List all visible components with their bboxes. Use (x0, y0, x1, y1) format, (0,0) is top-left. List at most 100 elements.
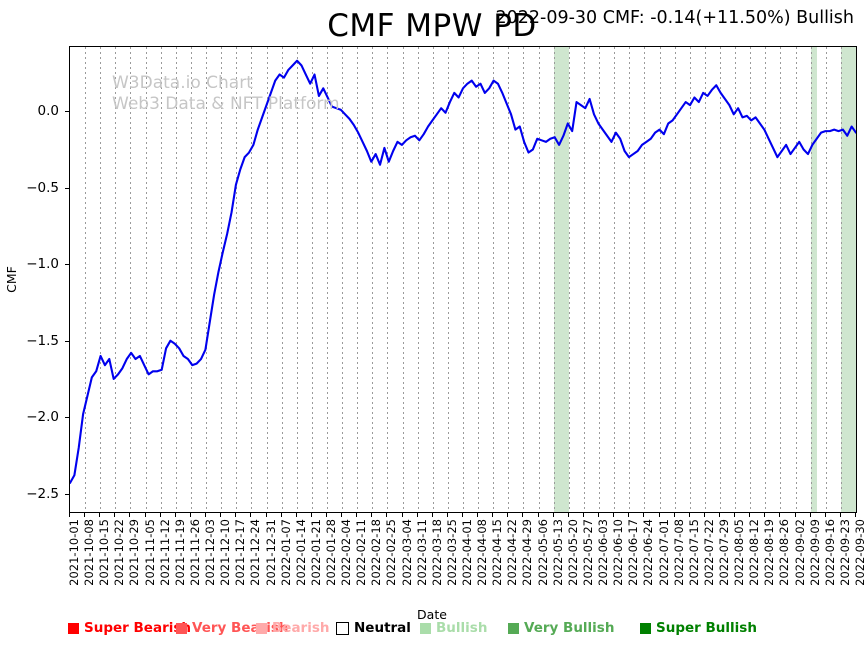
x-axis-tick-label: 2022-06-24 (641, 519, 656, 586)
y-axis-tick (65, 493, 69, 495)
x-axis-tick-label: 2022-09-16 (822, 519, 837, 586)
legend-item[interactable]: Neutral (336, 620, 411, 636)
x-axis-tick-label: 2022-09-09 (807, 519, 822, 586)
x-axis-tick-label: 2022-04-29 (520, 519, 535, 586)
legend-swatch-icon (640, 622, 651, 634)
gridline (221, 47, 223, 512)
x-axis-tick (446, 513, 448, 517)
x-axis-label: Date (417, 607, 447, 622)
x-axis-tick-label: 2021-10-08 (82, 519, 97, 586)
gridline (508, 47, 510, 512)
x-axis-tick-label: 2022-05-13 (550, 519, 565, 586)
legend: Super Bearish Very Bearish Bearish Neutral B… (0, 620, 864, 642)
gridline (765, 47, 767, 512)
x-axis-tick-label: 2022-06-03 (596, 519, 611, 586)
x-axis-tick (114, 513, 116, 517)
x-axis-tick (764, 513, 766, 517)
y-axis-tick (65, 340, 69, 342)
gridline (735, 47, 737, 512)
gridline (357, 47, 359, 512)
legend-item[interactable]: Super Bearish (68, 620, 191, 636)
x-axis-tick (492, 513, 494, 517)
gridline (251, 47, 253, 512)
x-axis-tick-label: 2022-05-27 (580, 519, 595, 586)
legend-item[interactable]: Very Bullish (508, 620, 614, 636)
x-axis-tick-label: 2022-07-15 (686, 519, 701, 586)
gridline (704, 47, 706, 512)
x-axis-tick-label: 2022-05-20 (565, 519, 580, 586)
x-axis-tick-label: 2021-10-22 (112, 519, 127, 586)
y-axis-tick (65, 111, 69, 113)
legend-item-label: Neutral (354, 620, 411, 636)
x-axis-tick (749, 513, 751, 517)
gridline (281, 47, 283, 512)
x-axis-tick-label: 2022-09-30 (853, 519, 864, 586)
x-axis-tick (235, 513, 237, 517)
x-axis-tick (371, 513, 373, 517)
x-axis-tick (809, 513, 811, 517)
x-axis-tick-label: 2022-02-25 (384, 519, 399, 586)
x-axis-tick (643, 513, 645, 517)
x-axis-tick-label: 2022-07-08 (671, 519, 686, 586)
y-axis-tick-label: −1.0 (26, 256, 59, 273)
x-axis-tick-label: 2021-12-10 (218, 519, 233, 586)
gridline (402, 47, 404, 512)
x-axis-tick (794, 513, 796, 517)
legend-swatch-icon (176, 622, 187, 634)
x-axis-tick (613, 513, 615, 517)
plot-inner: W3Data.io Chart Web3 Data & NFT Platform (70, 47, 856, 512)
x-axis-tick-label: 2021-10-01 (67, 519, 81, 586)
watermark-line-1: W3Data.io Chart (112, 73, 253, 93)
x-axis-tick (839, 513, 841, 517)
x-axis-tick (824, 513, 826, 517)
legend-item[interactable]: Bullish (420, 620, 487, 636)
x-axis-tick (552, 513, 554, 517)
cmf-line-series (70, 59, 856, 484)
gridline (795, 47, 797, 512)
gridline (236, 47, 238, 512)
x-axis-tick (688, 513, 690, 517)
x-axis-tick (431, 513, 433, 517)
gridline (583, 47, 585, 512)
x-axis-tick (477, 513, 479, 517)
x-axis-tick-label: 2022-07-22 (701, 519, 716, 586)
x-axis-tick (507, 513, 509, 517)
gridline (100, 47, 102, 512)
gridline (659, 47, 661, 512)
gridline (840, 47, 842, 512)
x-axis-tick-label: 2022-07-01 (656, 519, 671, 586)
x-axis-tick (144, 513, 146, 517)
gridline (296, 47, 298, 512)
x-axis-tick (522, 513, 524, 517)
gridline (719, 47, 721, 512)
x-axis-tick (99, 513, 101, 517)
x-axis-tick (537, 513, 539, 517)
latest-value-annotation: 2022-09-30 CMF: -0.14(+11.50%) Bullish (495, 8, 854, 28)
x-axis-tick-label: 2022-08-26 (777, 519, 792, 586)
gridline (463, 47, 464, 512)
gridline (190, 47, 192, 512)
x-axis-tick (386, 513, 388, 517)
x-axis-tick-label: 2022-03-11 (414, 519, 429, 586)
legend-item[interactable]: Bearish (256, 620, 330, 636)
x-axis-tick-label: 2022-09-02 (792, 519, 807, 586)
gridline (614, 47, 616, 512)
x-axis-tick-label: 2022-03-04 (399, 519, 414, 586)
gridline (689, 47, 691, 512)
x-axis-tick (855, 513, 856, 517)
gridline (372, 47, 374, 512)
legend-item[interactable]: Super Bullish (640, 620, 757, 636)
x-axis-tick-label: 2022-07-29 (716, 519, 731, 586)
x-axis-tick-label: 2022-01-14 (293, 519, 308, 586)
x-axis-tick-label: 2022-01-21 (308, 519, 323, 586)
gridline (417, 47, 419, 512)
x-axis: 2021-10-01 2021-10-08 2021-10-15 2021-10-22… (67, 513, 864, 613)
legend-swatch-icon (68, 622, 79, 634)
x-axis-tick-label: 2021-11-19 (172, 519, 187, 586)
x-axis-tick-label: 2022-02-11 (354, 519, 369, 586)
plot-area: W3Data.io Chart Web3 Data & NFT Platform (69, 46, 857, 513)
x-axis-tick-label: 2021-11-26 (187, 519, 202, 586)
x-axis-tick-label: 2021-10-29 (127, 519, 142, 586)
gridline (825, 47, 827, 512)
gridline (326, 47, 328, 512)
